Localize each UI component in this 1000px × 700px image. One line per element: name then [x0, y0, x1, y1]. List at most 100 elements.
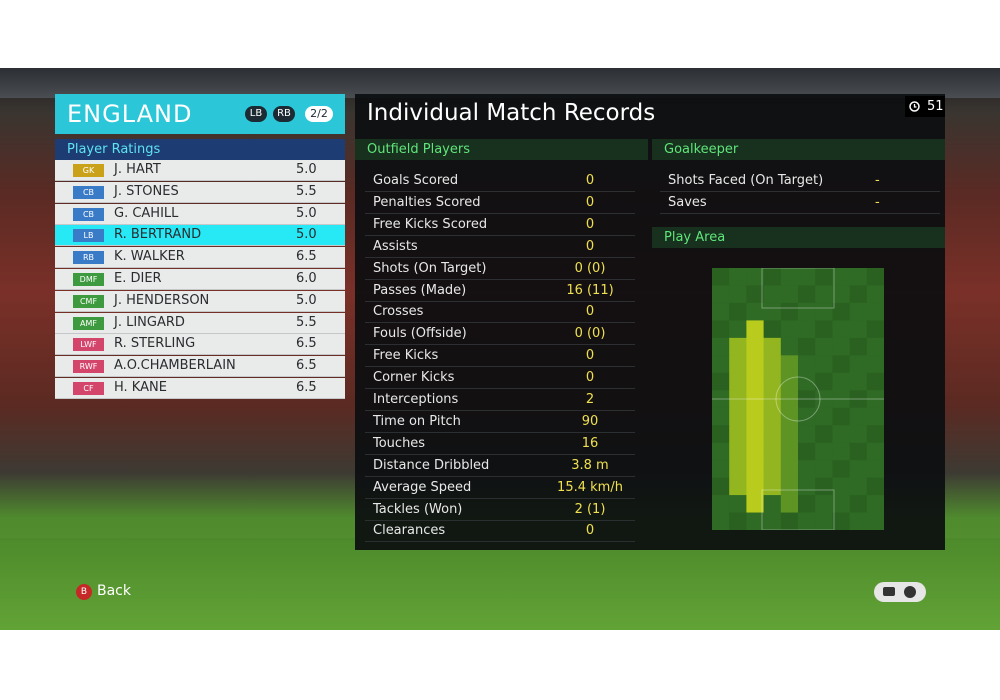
- heat-cell: [780, 372, 799, 391]
- stat-label: Distance Dribbled: [373, 457, 490, 473]
- stat-value: 0: [585, 194, 595, 210]
- heat-cell: [815, 477, 833, 496]
- player-rating: 6.5: [296, 249, 317, 265]
- heat-cell: [780, 390, 799, 409]
- controls-icons[interactable]: [874, 582, 926, 602]
- heat-cell: [780, 495, 799, 514]
- back-button-icon[interactable]: B: [76, 584, 92, 600]
- heat-cell: [815, 442, 833, 461]
- stat-label: Tackles (Won): [373, 501, 463, 517]
- heat-cell: [849, 460, 868, 479]
- heat-cell: [780, 302, 799, 321]
- stat-row: Tackles (Won) 2 (1): [365, 499, 635, 521]
- player-row[interactable]: LB R. BERTRAND 5.0: [55, 225, 345, 247]
- heat-cell: [849, 495, 868, 514]
- heat-cell: [849, 425, 868, 444]
- page-indicator: 2/2: [305, 106, 333, 122]
- heat-cell: [798, 390, 816, 409]
- heat-cell: [746, 390, 765, 409]
- heat-cell: [849, 372, 868, 391]
- stat-value: 0: [585, 238, 595, 254]
- stat-row: Penalties Scored 0: [365, 192, 635, 214]
- heat-cell: [729, 477, 747, 496]
- stat-label: Average Speed: [373, 479, 472, 495]
- player-row[interactable]: RB K. WALKER 6.5: [55, 247, 345, 269]
- stat-label: Penalties Scored: [373, 194, 481, 210]
- player-rating: 5.0: [296, 205, 317, 221]
- player-row[interactable]: RWF A.O.CHAMBERLAIN 6.5: [55, 356, 345, 378]
- heat-cell: [832, 372, 851, 391]
- heat-cell: [763, 285, 782, 304]
- heat-cell: [712, 460, 730, 479]
- heat-cell: [798, 355, 816, 374]
- heat-cell: [832, 302, 851, 321]
- stat-row: Goals Scored 0: [365, 170, 635, 192]
- stat-value: 0: [585, 370, 595, 386]
- heat-cell: [712, 268, 730, 286]
- player-row[interactable]: LWF R. STERLING 6.5: [55, 334, 345, 356]
- heat-cell: [780, 407, 799, 426]
- gk-stat-row: Shots Faced (On Target) -: [660, 170, 940, 192]
- heat-cell: [815, 425, 833, 444]
- heat-cell: [763, 407, 782, 426]
- player-name: K. WALKER: [114, 249, 185, 265]
- heat-cell: [780, 442, 799, 461]
- stat-label: Touches: [373, 435, 426, 451]
- player-row[interactable]: CF H. KANE 6.5: [55, 378, 345, 399]
- stat-label: Fouls (Offside): [373, 326, 467, 342]
- heat-cell: [780, 285, 799, 304]
- heat-cell: [780, 425, 799, 444]
- stat-row: Time on Pitch 90: [365, 411, 635, 433]
- player-row[interactable]: AMF J. LINGARD 5.5: [55, 312, 345, 334]
- stat-value: 16 (11): [566, 282, 614, 298]
- heat-cell: [866, 460, 884, 479]
- player-rating: 6.0: [296, 271, 317, 286]
- heat-cell: [746, 512, 765, 530]
- player-name: H. KANE: [114, 380, 167, 395]
- heat-cell: [712, 355, 730, 374]
- player-row[interactable]: GK J. HART 5.0: [55, 160, 345, 181]
- heat-cell: [763, 302, 782, 321]
- lb-button[interactable]: LB: [245, 106, 267, 122]
- stat-row: Touches 16: [365, 433, 635, 455]
- rb-button[interactable]: RB: [273, 106, 295, 122]
- player-name: J. HENDERSON: [114, 292, 210, 308]
- clock: 51: [905, 96, 945, 117]
- player-rating: 6.5: [296, 336, 317, 352]
- stat-value: 0 (0): [574, 326, 606, 342]
- heat-cell: [815, 355, 833, 374]
- heat-cell: [763, 268, 782, 286]
- player-row[interactable]: CB J. STONES 5.5: [55, 181, 345, 203]
- heat-cell: [849, 355, 868, 374]
- records-title: Individual Match Records: [367, 100, 656, 126]
- player-rating: 6.5: [296, 358, 317, 374]
- heat-cell: [866, 425, 884, 444]
- heat-cell: [798, 495, 816, 514]
- heat-cell: [815, 512, 833, 530]
- stat-row: Interceptions 2: [365, 389, 635, 411]
- player-row[interactable]: CB G. CAHILL 5.0: [55, 203, 345, 225]
- back-label[interactable]: Back: [97, 583, 131, 599]
- field-box: [761, 268, 835, 309]
- stat-row: Average Speed 15.4 km/h: [365, 477, 635, 499]
- heat-cell: [780, 337, 799, 356]
- stat-value: 90: [581, 413, 599, 429]
- heat-cell: [815, 372, 833, 391]
- heat-cell: [746, 337, 765, 356]
- player-name: J. STONES: [114, 183, 179, 199]
- heat-cell: [712, 337, 730, 356]
- player-name: R. BERTRAND: [114, 227, 202, 243]
- stat-label: Free Kicks: [373, 348, 439, 364]
- heat-cell: [849, 477, 868, 496]
- field-circle: [775, 376, 821, 422]
- player-row[interactable]: DMF E. DIER 6.0: [55, 269, 345, 290]
- heat-cell: [798, 320, 816, 339]
- heat-cell: [866, 355, 884, 374]
- heat-cell: [815, 320, 833, 339]
- gk-stat-value: -: [875, 195, 880, 210]
- heat-cell: [746, 302, 765, 321]
- heat-cell: [849, 390, 868, 409]
- heat-cell: [866, 302, 884, 321]
- stat-value: 0: [585, 304, 595, 320]
- player-row[interactable]: CMF J. HENDERSON 5.0: [55, 290, 345, 312]
